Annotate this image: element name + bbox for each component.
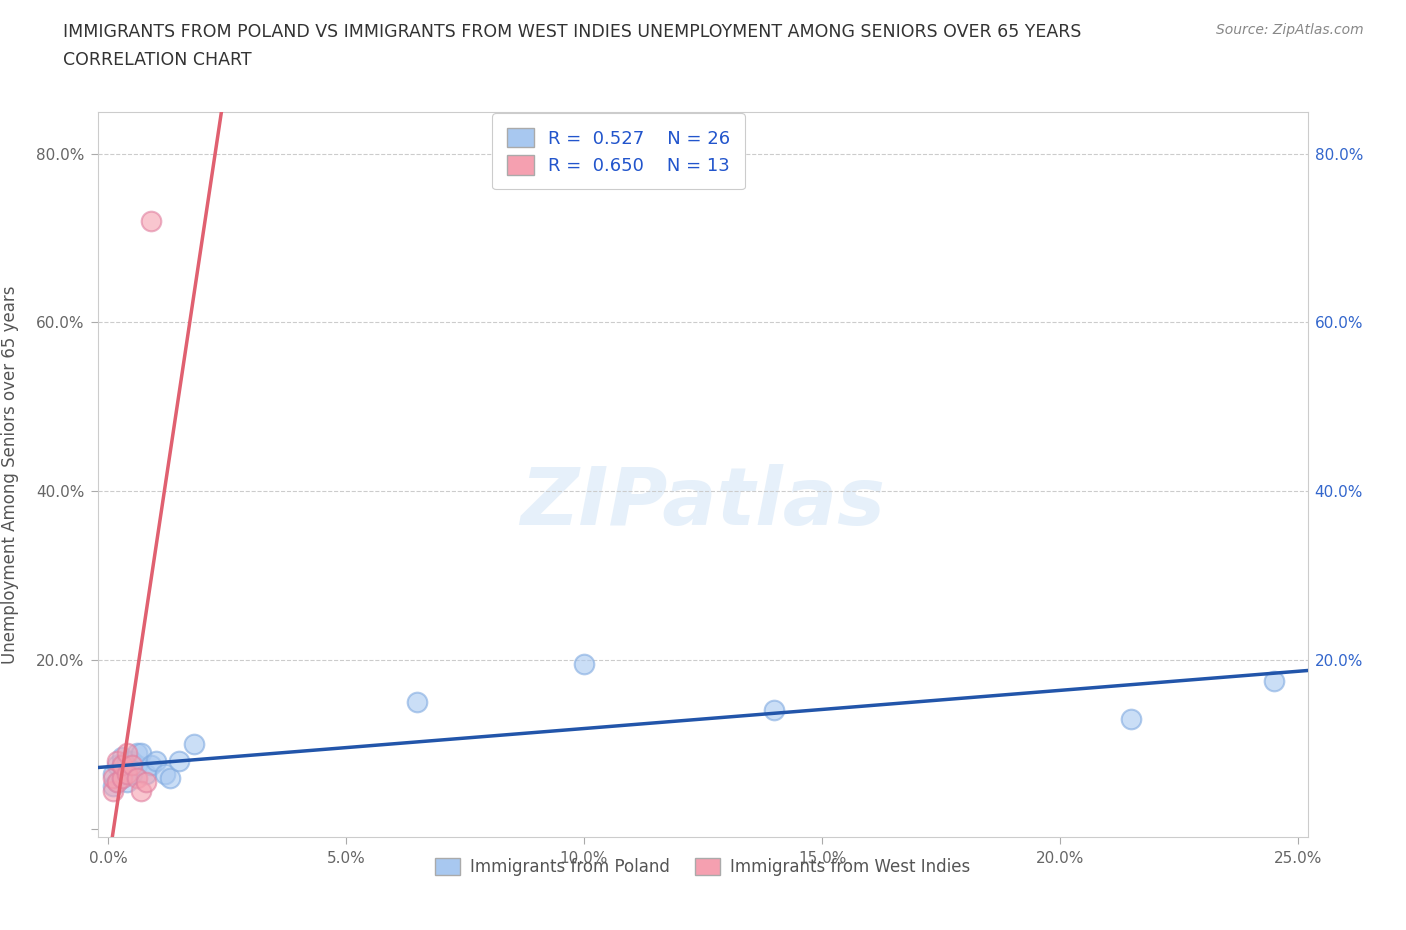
Point (115, 745, 138, 760)
Y-axis label: Unemployment Among Seniors over 65 years: Unemployment Among Seniors over 65 years (1, 286, 20, 663)
Point (111, 750, 134, 764)
Point (125, 758, 148, 773)
Point (115, 775, 138, 790)
Point (129, 745, 152, 760)
Point (135, 775, 157, 790)
Point (111, 758, 134, 773)
Point (139, 758, 162, 773)
Point (572, 657, 595, 671)
Point (121, 766, 143, 781)
Point (111, 771, 134, 786)
Point (139, 214, 162, 229)
Point (129, 783, 152, 798)
Point (169, 753, 191, 768)
Point (107, 775, 129, 790)
Point (115, 766, 138, 781)
Point (135, 766, 157, 781)
Point (115, 753, 138, 768)
Point (101, 783, 124, 798)
Point (1263, 673, 1285, 688)
Point (101, 771, 124, 786)
Point (107, 758, 129, 773)
Point (145, 753, 167, 768)
Point (763, 703, 786, 718)
Point (125, 771, 148, 786)
Point (107, 753, 129, 768)
Text: CORRELATION CHART: CORRELATION CHART (63, 51, 252, 69)
Point (121, 758, 143, 773)
Point (101, 779, 124, 794)
Point (153, 766, 176, 781)
Legend: Immigrants from Poland, Immigrants from West Indies: Immigrants from Poland, Immigrants from … (429, 852, 977, 883)
Point (101, 766, 124, 781)
Point (1121, 711, 1143, 726)
Text: IMMIGRANTS FROM POLAND VS IMMIGRANTS FROM WEST INDIES UNEMPLOYMENT AMONG SENIORS: IMMIGRANTS FROM POLAND VS IMMIGRANTS FRO… (63, 23, 1081, 41)
Point (111, 758, 134, 773)
Point (111, 771, 134, 786)
Point (159, 771, 181, 786)
Text: ZIPatlas: ZIPatlas (520, 464, 886, 542)
Point (406, 695, 429, 710)
Point (183, 737, 205, 751)
Point (107, 775, 129, 790)
Point (121, 753, 143, 768)
Point (125, 745, 148, 760)
Text: Source: ZipAtlas.com: Source: ZipAtlas.com (1216, 23, 1364, 37)
